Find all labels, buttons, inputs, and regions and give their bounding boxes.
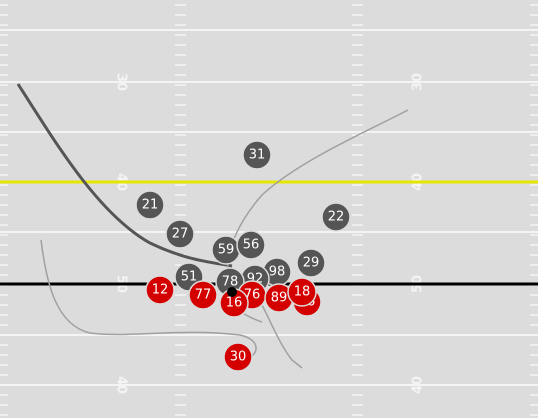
- offense-marker: [223, 342, 253, 372]
- defense-marker: [236, 230, 266, 260]
- offense-marker: [287, 277, 317, 307]
- defense-player: 21: [135, 190, 165, 220]
- offense-players: 6612767716891830: [145, 275, 322, 372]
- route-heavy: [16, 83, 233, 268]
- route-light-3: [261, 304, 303, 369]
- offense-player: 12: [145, 275, 175, 305]
- defense-player: 27: [165, 219, 195, 249]
- defense-marker: [135, 190, 165, 220]
- defense-player-number: 29: [303, 256, 320, 271]
- football-icon: [227, 287, 237, 297]
- offense-player-number: 89: [271, 291, 288, 306]
- defense-player-number: 59: [218, 243, 235, 258]
- offense-player-number: 18: [294, 285, 311, 300]
- offense-marker: [145, 275, 175, 305]
- defense-marker: [321, 202, 351, 232]
- defense-marker: [296, 248, 326, 278]
- yard-number: 30: [411, 73, 426, 91]
- defense-player-number: 78: [222, 275, 239, 290]
- defense-player: 59: [211, 235, 241, 265]
- yard-number: 30: [114, 73, 129, 91]
- defense-player: 56: [236, 230, 266, 260]
- defense-player: 98: [262, 257, 292, 287]
- defense-player-number: 22: [328, 210, 345, 225]
- offense-player: 77: [188, 280, 218, 310]
- defense-player: 22: [321, 202, 351, 232]
- defense-marker: [242, 140, 272, 170]
- yard-number: 40: [411, 376, 426, 394]
- offense-player-number: 30: [230, 350, 247, 365]
- offense-marker: [188, 280, 218, 310]
- defense-player-number: 98: [269, 265, 286, 280]
- offense-player-number: 16: [226, 296, 243, 311]
- offense-player-number: 77: [195, 288, 212, 303]
- offense-player: 16: [219, 288, 249, 318]
- defense-player-number: 27: [172, 227, 189, 242]
- defense-player-number: 31: [249, 148, 266, 163]
- defense-player: 31: [242, 140, 272, 170]
- defense-player-number: 56: [243, 238, 260, 253]
- defense-player-number: 51: [181, 270, 198, 285]
- route-light-2: [40, 239, 257, 359]
- offense-player: 30: [223, 342, 253, 372]
- offense-player-number: 12: [152, 283, 169, 298]
- yard-number: 40: [114, 376, 129, 394]
- defense-player-number: 21: [142, 198, 159, 213]
- defense-player: 29: [296, 248, 326, 278]
- defense-marker: [165, 219, 195, 249]
- offense-player: 18: [287, 277, 317, 307]
